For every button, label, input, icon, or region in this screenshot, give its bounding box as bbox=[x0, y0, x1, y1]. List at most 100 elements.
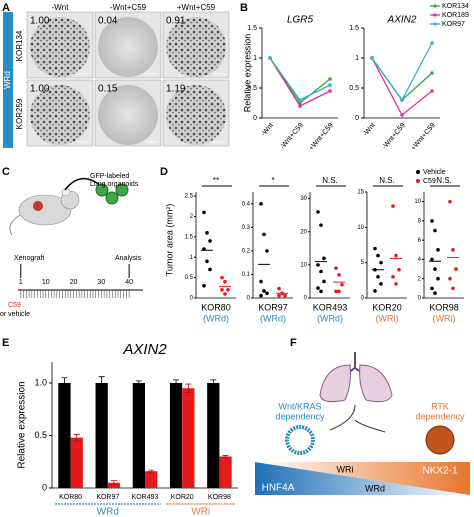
bar bbox=[95, 383, 108, 488]
data-point bbox=[433, 228, 437, 233]
column-header: -Wnt bbox=[52, 3, 70, 12]
y-axis bbox=[363, 28, 440, 119]
x-sublabel: (WRi) bbox=[376, 313, 399, 323]
organoid-well bbox=[166, 17, 226, 77]
error-bar bbox=[98, 376, 105, 390]
data-point bbox=[223, 279, 227, 284]
x-tick-label: -Wnt+C59 bbox=[279, 122, 305, 151]
data-point bbox=[454, 267, 458, 271]
y-tick-label: 20 bbox=[300, 229, 307, 235]
x-tick-label: -Wnt bbox=[260, 122, 275, 138]
data-point bbox=[436, 248, 440, 252]
data-point bbox=[433, 267, 437, 271]
data-point bbox=[277, 286, 281, 291]
row-label: KOR134 bbox=[15, 30, 24, 61]
xenograft-label: Xenograft bbox=[14, 255, 44, 262]
data-point bbox=[370, 56, 374, 60]
panel-label: F bbox=[290, 337, 297, 349]
y-tick-label: 1 bbox=[190, 255, 194, 261]
timeline-label: 40 bbox=[125, 279, 133, 286]
data-point bbox=[430, 41, 434, 45]
data-point bbox=[379, 260, 383, 265]
data-point bbox=[277, 293, 281, 298]
data-point bbox=[391, 275, 395, 279]
organoid-label: Lung organoids bbox=[90, 181, 139, 188]
legend-label: KOR97 bbox=[442, 21, 465, 28]
chart-title: AXIN2 bbox=[122, 341, 167, 358]
group-bar bbox=[3, 12, 13, 148]
axis bbox=[423, 192, 464, 299]
data-point bbox=[451, 248, 455, 252]
legend-label: C59 bbox=[423, 178, 436, 185]
y-tick-label: 10 bbox=[357, 225, 364, 231]
ratio-label: 0.91 bbox=[166, 16, 186, 27]
x-tick-label: -Wnt bbox=[362, 122, 377, 138]
data-point bbox=[328, 77, 332, 81]
series-line bbox=[371, 57, 433, 101]
y-tick-label: 0 bbox=[361, 296, 365, 302]
y-axis-label: Relative expression bbox=[17, 381, 28, 468]
x-tick-label: KOR20 bbox=[171, 494, 194, 501]
y-tick-label: 0 bbox=[253, 115, 257, 122]
annotation: ** bbox=[213, 176, 219, 185]
organoid-well bbox=[30, 17, 90, 77]
panel-label: A bbox=[2, 2, 10, 14]
data-point bbox=[376, 253, 380, 258]
data-point bbox=[340, 282, 344, 287]
data-point bbox=[205, 259, 209, 264]
group-label: WRi bbox=[191, 507, 210, 517]
ratio-label: 1.00 bbox=[30, 16, 50, 27]
x-tick-label: +Wnt+C59 bbox=[410, 122, 437, 152]
organoid-well bbox=[98, 85, 158, 145]
y-tick-label: 5 bbox=[361, 260, 365, 266]
y-tick-label: 2 bbox=[190, 214, 194, 220]
error-bar bbox=[110, 480, 117, 486]
data-point bbox=[223, 292, 227, 296]
data-point bbox=[226, 288, 230, 292]
y-tick-label: 10 bbox=[414, 199, 421, 205]
data-point bbox=[373, 289, 377, 293]
data-point bbox=[322, 279, 326, 284]
bar-label: WRd bbox=[365, 483, 385, 493]
x-sublabel: (WRi) bbox=[433, 313, 456, 323]
bar bbox=[219, 456, 232, 488]
data-point bbox=[376, 275, 380, 279]
chart-title: AXIN2 bbox=[387, 15, 417, 26]
ratio-label: 0.15 bbox=[98, 84, 118, 95]
legend-swatch bbox=[433, 13, 437, 17]
legend-label: Vehicle bbox=[423, 169, 446, 176]
data-point bbox=[337, 289, 341, 294]
data-point bbox=[328, 83, 332, 87]
dependency-label: dependency bbox=[275, 411, 325, 421]
data-point bbox=[394, 253, 398, 258]
error-bar bbox=[61, 377, 68, 389]
bar bbox=[169, 383, 183, 488]
data-point bbox=[316, 210, 320, 214]
panel-label: E bbox=[2, 337, 9, 349]
data-point bbox=[328, 89, 332, 93]
y-tick-label: 0.3 bbox=[242, 225, 251, 231]
series-line bbox=[269, 57, 331, 101]
error-bar bbox=[222, 455, 229, 458]
data-point bbox=[220, 288, 224, 292]
treatment-label: C59 bbox=[8, 302, 21, 309]
panel-label: C bbox=[2, 166, 10, 178]
bar bbox=[207, 383, 220, 488]
legend-swatch bbox=[433, 22, 437, 26]
series-line bbox=[371, 42, 433, 102]
data-point bbox=[334, 289, 338, 294]
y-tick-label: 0.4 bbox=[242, 201, 251, 207]
data-point bbox=[400, 98, 404, 102]
data-point bbox=[448, 276, 452, 281]
data-point bbox=[433, 291, 437, 295]
data-point bbox=[202, 283, 206, 288]
panel-label: D bbox=[160, 166, 168, 178]
organoid-well bbox=[166, 85, 226, 145]
legend-label: KOR189 bbox=[442, 12, 469, 19]
y-tick-label: 1.5 bbox=[247, 25, 257, 32]
data-point bbox=[202, 210, 206, 215]
organoid-well bbox=[98, 17, 158, 77]
data-point bbox=[208, 239, 212, 243]
y-tick-label: 0.2 bbox=[242, 248, 251, 254]
axis bbox=[366, 192, 407, 299]
